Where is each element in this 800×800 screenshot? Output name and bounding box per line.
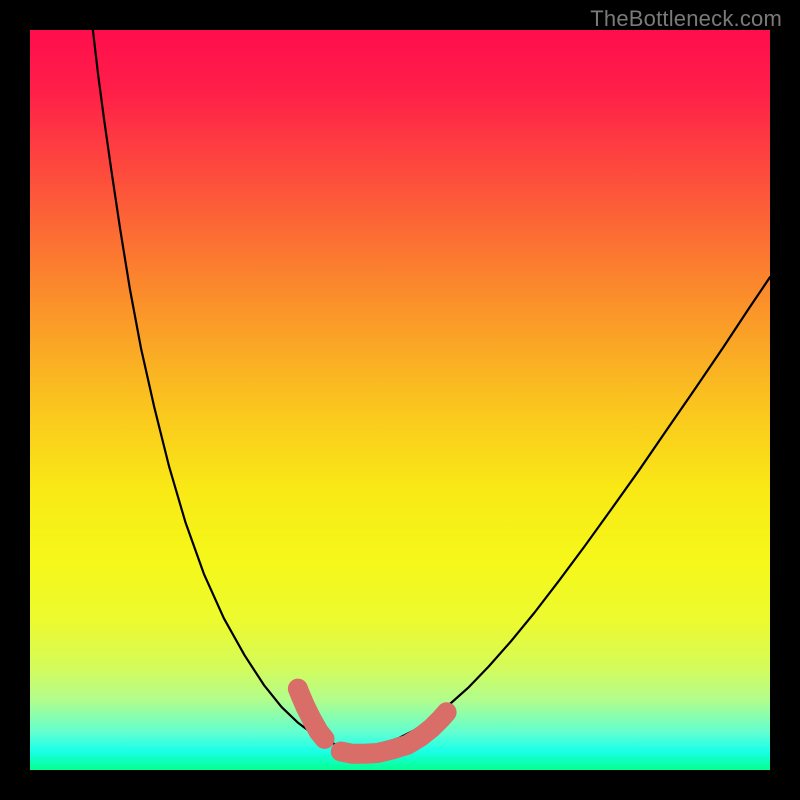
plot-area bbox=[30, 30, 770, 770]
highlight-segments bbox=[298, 689, 447, 754]
watermark-text: TheBottleneck.com bbox=[590, 6, 782, 32]
chart-svg-layer bbox=[30, 30, 770, 770]
highlight-segment-2 bbox=[393, 712, 447, 749]
highlight-segment-0 bbox=[298, 689, 325, 739]
bottleneck-curve bbox=[93, 30, 770, 747]
plot-frame bbox=[30, 30, 770, 770]
